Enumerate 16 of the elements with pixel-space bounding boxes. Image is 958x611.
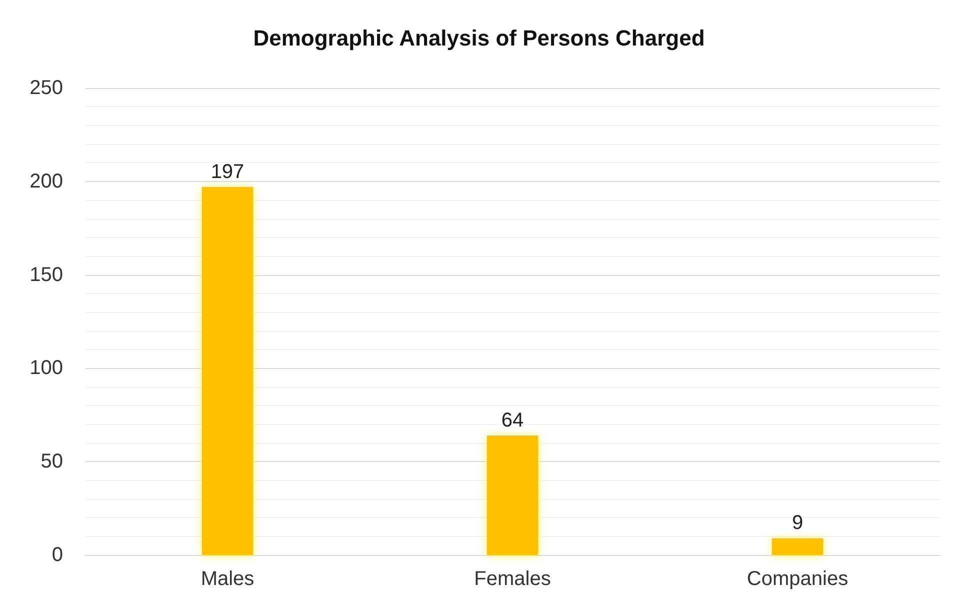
x-tick-label: Females [474, 568, 551, 590]
chart-title: Demographic Analysis of Persons Charged [253, 26, 705, 50]
x-tick-label: Companies [746, 568, 848, 590]
y-tick-label: 0 [52, 544, 63, 566]
data-label: 64 [501, 409, 524, 432]
data-label: 9 [792, 512, 804, 534]
y-tick-label: 150 [30, 264, 63, 286]
y-tick-label: 200 [30, 170, 63, 192]
y-tick-label: 100 [30, 357, 63, 380]
bar [772, 538, 824, 555]
data-label: 197 [210, 161, 244, 184]
bar [202, 187, 254, 555]
bar [486, 435, 538, 555]
y-tick-label: 50 [40, 450, 63, 473]
x-tick-label: Males [200, 568, 254, 590]
y-tick-label: 250 [30, 77, 63, 99]
